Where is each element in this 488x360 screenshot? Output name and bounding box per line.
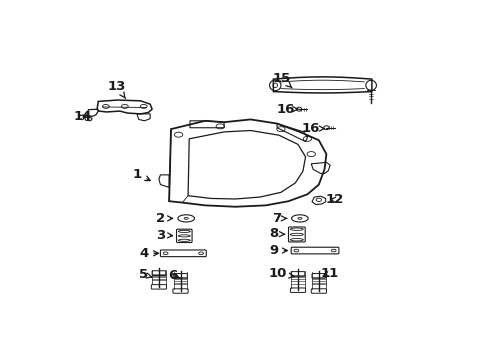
Text: 4: 4 bbox=[139, 247, 158, 260]
Text: 7: 7 bbox=[271, 212, 286, 225]
Text: 14: 14 bbox=[74, 110, 92, 123]
Text: 5: 5 bbox=[139, 268, 151, 281]
Text: 6: 6 bbox=[168, 269, 180, 282]
Text: 3: 3 bbox=[156, 229, 172, 242]
Text: 11: 11 bbox=[320, 267, 338, 280]
Text: 1: 1 bbox=[132, 167, 150, 181]
Text: 12: 12 bbox=[325, 193, 343, 206]
Text: 16: 16 bbox=[276, 103, 297, 116]
Text: 9: 9 bbox=[269, 244, 287, 257]
Text: 2: 2 bbox=[156, 212, 172, 225]
Text: 16: 16 bbox=[302, 122, 324, 135]
Text: 8: 8 bbox=[269, 228, 284, 240]
Text: 15: 15 bbox=[272, 72, 291, 88]
Text: 13: 13 bbox=[108, 81, 126, 99]
Text: 10: 10 bbox=[268, 267, 293, 280]
